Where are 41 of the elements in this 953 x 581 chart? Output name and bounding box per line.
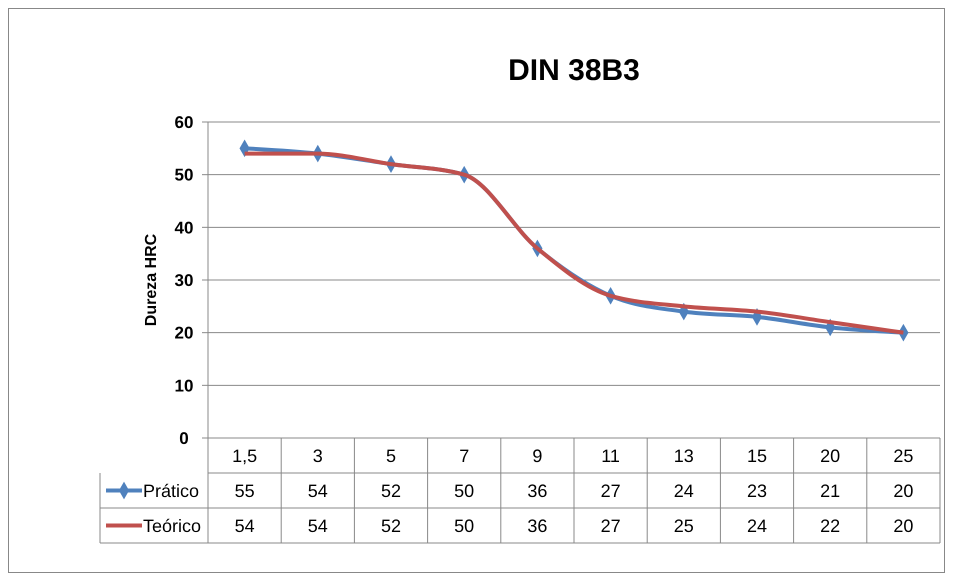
x-tick-label: 1,5 xyxy=(232,446,258,466)
chart-title: DIN 38B3 xyxy=(508,54,640,87)
y-tick-label: 0 xyxy=(179,428,189,448)
data-label: 55 xyxy=(234,480,255,501)
data-label: 27 xyxy=(600,516,621,536)
data-label: 50 xyxy=(454,516,474,536)
data-label: 54 xyxy=(234,516,255,536)
x-tick-label: 20 xyxy=(820,446,840,466)
data-label: 52 xyxy=(380,480,402,501)
y-tick-label: 10 xyxy=(174,376,194,396)
data-label: 24 xyxy=(746,516,768,536)
data-label: 25 xyxy=(674,516,694,536)
data-label: 23 xyxy=(746,480,768,501)
x-tick-label: 9 xyxy=(532,446,542,466)
data-label: 36 xyxy=(527,480,548,501)
data-label: 54 xyxy=(308,480,328,501)
data-label: 54 xyxy=(308,516,328,536)
data-label: 20 xyxy=(893,480,914,501)
data-label: 24 xyxy=(674,480,694,501)
data-label: 22 xyxy=(820,516,840,536)
data-label: 36 xyxy=(527,516,548,536)
x-tick-label: 7 xyxy=(459,446,470,466)
y-tick-label: 20 xyxy=(174,324,194,343)
y-tick-label: 50 xyxy=(174,166,194,185)
y-tick-label: 40 xyxy=(174,218,194,238)
data-label: 21 xyxy=(820,480,840,501)
y-tick-label: 60 xyxy=(174,112,194,132)
x-tick-label: 3 xyxy=(312,446,323,466)
x-tick-label: 15 xyxy=(746,446,768,466)
legend-label: Prático xyxy=(143,480,200,501)
x-tick-label: 5 xyxy=(386,446,396,466)
y-axis-title: Dureza HRC xyxy=(143,233,160,326)
x-tick-label: 11 xyxy=(601,446,620,466)
legend-label: Teórico xyxy=(143,516,202,536)
data-label: 20 xyxy=(893,516,914,536)
y-tick-label: 30 xyxy=(174,270,194,290)
x-tick-label: 25 xyxy=(893,446,914,466)
data-label: 50 xyxy=(454,480,474,501)
x-tick-label: 13 xyxy=(674,446,694,466)
data-label: 52 xyxy=(380,516,402,536)
data-label: 27 xyxy=(600,480,621,501)
